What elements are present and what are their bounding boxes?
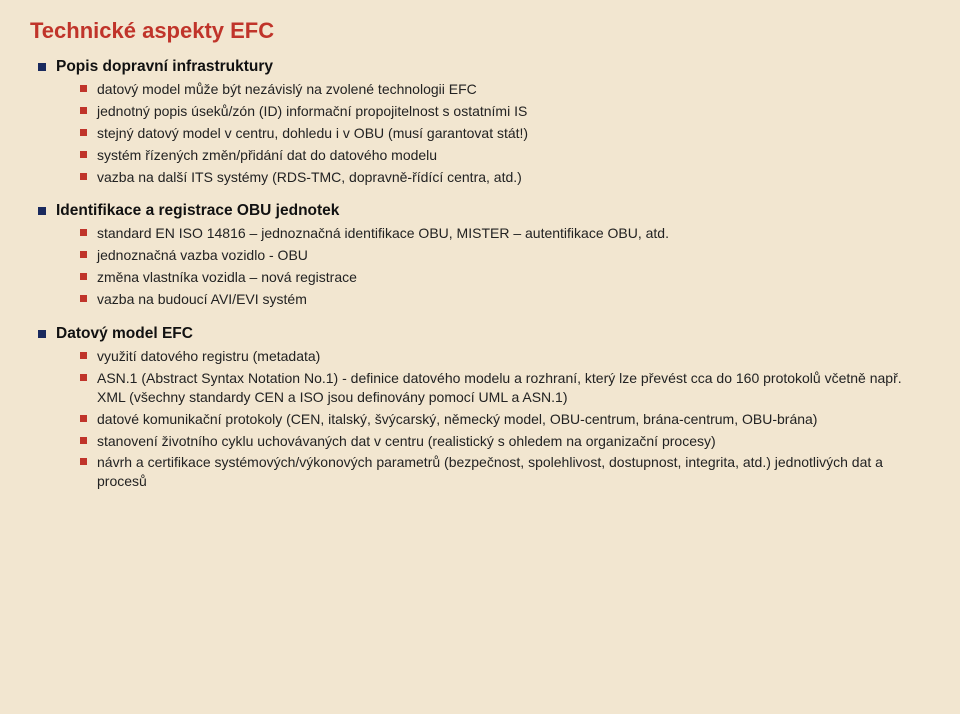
slide-title: Technické aspekty EFC bbox=[30, 18, 932, 44]
item-text: jednoznačná vazba vozidlo - OBU bbox=[97, 246, 932, 265]
item-text: standard EN ISO 14816 – jednoznačná iden… bbox=[97, 224, 932, 243]
square-bullet-icon bbox=[80, 107, 87, 114]
list-item: vazba na budoucí AVI/EVI systém bbox=[80, 290, 932, 309]
square-bullet-icon bbox=[80, 415, 87, 422]
list-item: stanovení životního cyklu uchovávaných d… bbox=[80, 432, 932, 451]
square-bullet-icon bbox=[80, 85, 87, 92]
item-text: návrh a certifikace systémových/výkonový… bbox=[97, 453, 932, 491]
item-text: změna vlastníka vozidla – nová registrac… bbox=[97, 268, 932, 287]
square-bullet-icon bbox=[80, 173, 87, 180]
section-data-model: Datový model EFC využití datového regist… bbox=[28, 325, 932, 491]
section-obu: Identifikace a registrace OBU jednotek s… bbox=[28, 202, 932, 309]
square-bullet-icon bbox=[80, 273, 87, 280]
list-item: stejný datový model v centru, dohledu i … bbox=[80, 124, 932, 143]
section-infrastructure: Popis dopravní infrastruktury datový mod… bbox=[28, 58, 932, 186]
item-text: stejný datový model v centru, dohledu i … bbox=[97, 124, 932, 143]
square-bullet-icon bbox=[38, 330, 46, 338]
square-bullet-icon bbox=[80, 437, 87, 444]
section-heading: Popis dopravní infrastruktury bbox=[38, 58, 932, 76]
item-text: jednotný popis úseků/zón (ID) informační… bbox=[97, 102, 932, 121]
slide-page: Technické aspekty EFC Popis dopravní inf… bbox=[0, 0, 960, 527]
square-bullet-icon bbox=[38, 63, 46, 71]
item-text: stanovení životního cyklu uchovávaných d… bbox=[97, 432, 932, 451]
square-bullet-icon bbox=[38, 207, 46, 215]
list-item: vazba na další ITS systémy (RDS-TMC, dop… bbox=[80, 168, 932, 187]
heading-text: Datový model EFC bbox=[56, 325, 932, 343]
heading-text: Popis dopravní infrastruktury bbox=[56, 58, 932, 76]
list-item: jednoznačná vazba vozidlo - OBU bbox=[80, 246, 932, 265]
square-bullet-icon bbox=[80, 374, 87, 381]
section-heading: Datový model EFC bbox=[38, 325, 932, 343]
list-item: ASN.1 (Abstract Syntax Notation No.1) - … bbox=[80, 369, 932, 407]
square-bullet-icon bbox=[80, 458, 87, 465]
list-item: návrh a certifikace systémových/výkonový… bbox=[80, 453, 932, 491]
item-text: vazba na budoucí AVI/EVI systém bbox=[97, 290, 932, 309]
list-item: systém řízených změn/přidání dat do dato… bbox=[80, 146, 932, 165]
list-item: standard EN ISO 14816 – jednoznačná iden… bbox=[80, 224, 932, 243]
item-text: systém řízených změn/přidání dat do dato… bbox=[97, 146, 932, 165]
item-text: ASN.1 (Abstract Syntax Notation No.1) - … bbox=[97, 369, 932, 407]
square-bullet-icon bbox=[80, 229, 87, 236]
list-item: využití datového registru (metadata) bbox=[80, 347, 932, 366]
list-item: změna vlastníka vozidla – nová registrac… bbox=[80, 268, 932, 287]
item-text: využití datového registru (metadata) bbox=[97, 347, 932, 366]
square-bullet-icon bbox=[80, 352, 87, 359]
item-text: datový model může být nezávislý na zvole… bbox=[97, 80, 932, 99]
section-heading: Identifikace a registrace OBU jednotek bbox=[38, 202, 932, 220]
item-text: datové komunikační protokoly (CEN, itals… bbox=[97, 410, 932, 429]
square-bullet-icon bbox=[80, 295, 87, 302]
square-bullet-icon bbox=[80, 151, 87, 158]
list-item: datové komunikační protokoly (CEN, itals… bbox=[80, 410, 932, 429]
list-item: datový model může být nezávislý na zvole… bbox=[80, 80, 932, 99]
square-bullet-icon bbox=[80, 129, 87, 136]
square-bullet-icon bbox=[80, 251, 87, 258]
heading-text: Identifikace a registrace OBU jednotek bbox=[56, 202, 932, 220]
item-text: vazba na další ITS systémy (RDS-TMC, dop… bbox=[97, 168, 932, 187]
list-item: jednotný popis úseků/zón (ID) informační… bbox=[80, 102, 932, 121]
